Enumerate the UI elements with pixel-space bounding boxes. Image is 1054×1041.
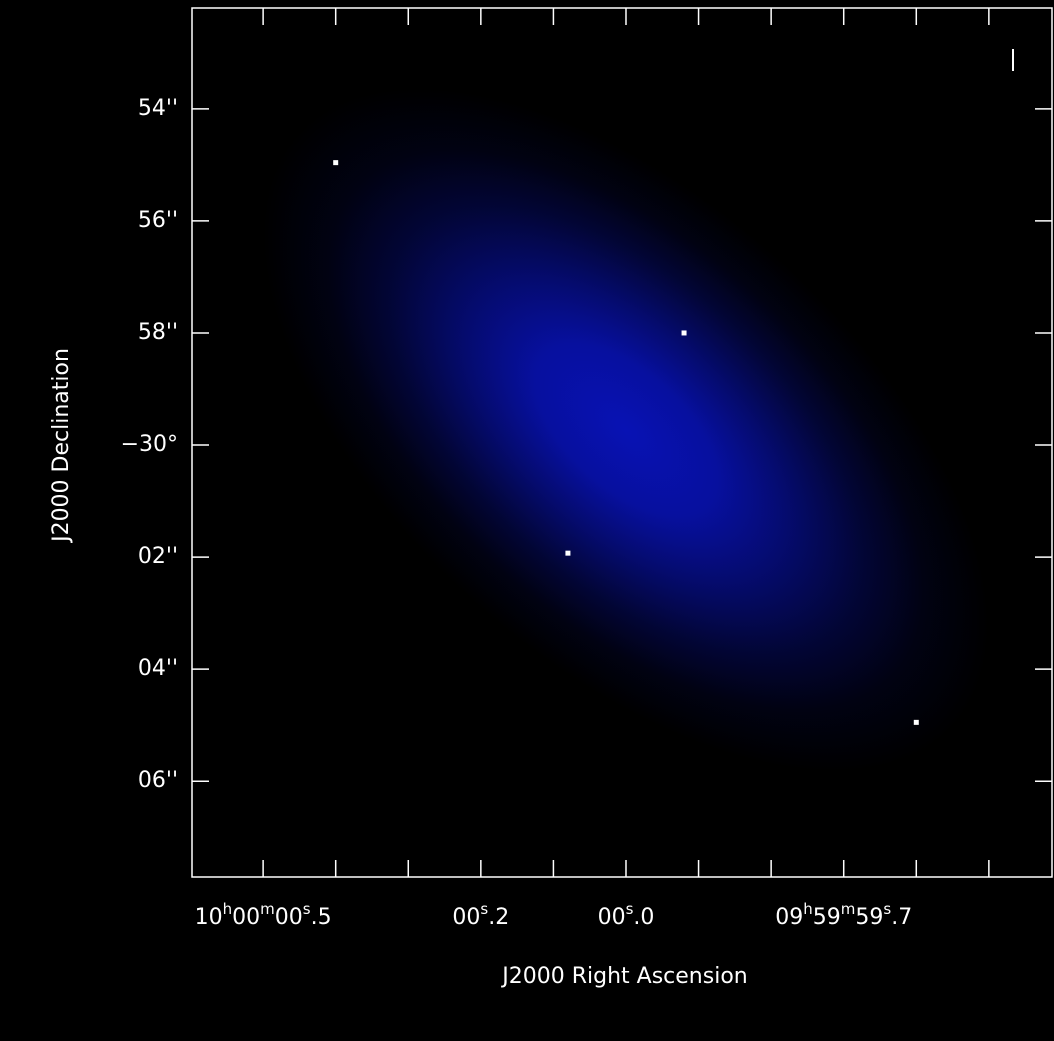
y-tick-label: 02'' xyxy=(138,544,178,569)
point xyxy=(565,551,570,556)
point xyxy=(914,720,919,725)
y-tick-label: 56'' xyxy=(138,208,178,233)
y-tick-label: −30° xyxy=(121,432,178,457)
x-axis-title: J2000 Right Ascension xyxy=(500,964,747,989)
y-tick-label: 06'' xyxy=(138,768,178,793)
chart: J2000 Right Ascension J2000 Declination … xyxy=(0,0,1054,1041)
point xyxy=(682,330,687,335)
point xyxy=(333,160,338,165)
y-tick-label: 54'' xyxy=(138,96,178,121)
y-tick-label: 58'' xyxy=(138,320,178,345)
y-tick-label: 04'' xyxy=(138,656,178,681)
y-axis-title: J2000 Declination xyxy=(49,348,74,544)
